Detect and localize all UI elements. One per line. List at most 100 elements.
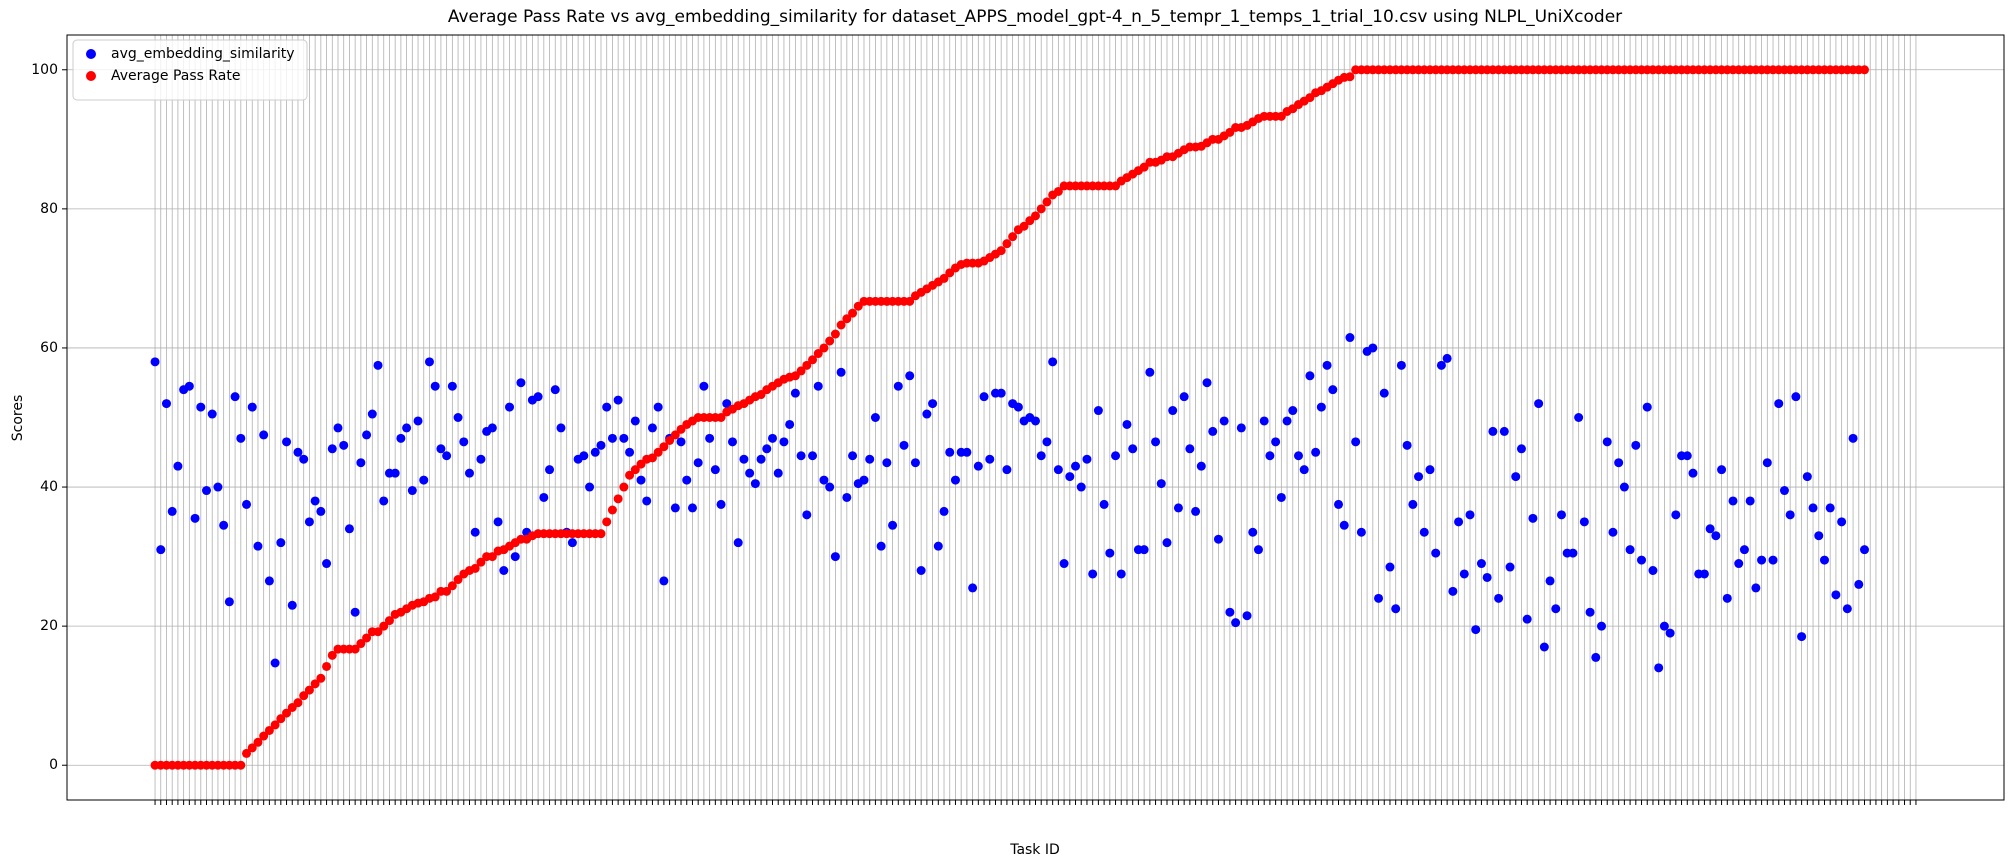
point: [1013, 402, 1023, 412]
point: [607, 433, 617, 443]
point: [819, 475, 829, 485]
point: [499, 566, 509, 575]
point: [442, 451, 452, 461]
point: [996, 388, 1006, 398]
point: [813, 381, 823, 391]
point: [768, 433, 778, 443]
point: [299, 691, 309, 701]
point: [184, 381, 194, 391]
point: [1768, 555, 1778, 565]
point: [242, 499, 252, 509]
point: [1031, 416, 1040, 426]
point: [939, 273, 949, 283]
point: [1574, 413, 1584, 422]
point: [459, 437, 469, 447]
point: [1288, 406, 1298, 416]
point: [808, 355, 818, 365]
point: [424, 357, 434, 367]
point: [1774, 399, 1784, 409]
point: [190, 513, 200, 523]
point: [670, 430, 680, 440]
point: [1442, 353, 1452, 363]
point: [1168, 406, 1178, 416]
point: [253, 737, 263, 747]
point: [436, 444, 446, 454]
legend: avg_embedding_similarity Average Pass Rat…: [72, 39, 308, 101]
point: [642, 496, 652, 506]
point: [1854, 579, 1864, 589]
point: [647, 453, 657, 463]
point: [813, 349, 823, 359]
point: [1093, 406, 1103, 416]
point: [888, 520, 898, 530]
point: [1116, 569, 1126, 579]
point: [796, 366, 806, 376]
point: [670, 503, 680, 513]
point: [1111, 451, 1121, 461]
point: [173, 461, 183, 471]
point: [722, 399, 732, 409]
point: [310, 679, 320, 689]
point: [1476, 559, 1486, 569]
point: [259, 430, 269, 440]
legend-marker: [86, 49, 96, 59]
point: [579, 451, 589, 461]
point: [1494, 593, 1504, 603]
point: [453, 575, 463, 585]
point: [653, 447, 663, 457]
point: [785, 419, 795, 429]
point: [1019, 221, 1029, 231]
y-tick-label: 60: [40, 340, 58, 356]
point: [1642, 402, 1652, 412]
point: [1236, 423, 1246, 433]
point: [1579, 517, 1589, 527]
point: [339, 440, 349, 450]
x-axis-label: Task ID: [1009, 842, 1060, 858]
point: [1179, 392, 1189, 402]
point: [304, 685, 314, 695]
point: [1859, 545, 1869, 555]
point: [1145, 367, 1155, 377]
point: [282, 708, 292, 718]
point: [619, 482, 629, 492]
point: [413, 416, 423, 426]
point: [390, 468, 400, 478]
point: [264, 725, 274, 735]
point: [1819, 555, 1829, 565]
point: [247, 402, 257, 412]
point: [1042, 197, 1052, 207]
point: [1265, 451, 1275, 461]
point: [585, 482, 595, 492]
point: [1396, 360, 1406, 370]
point: [659, 442, 669, 452]
point: [1162, 538, 1172, 548]
point: [447, 381, 457, 391]
point: [1082, 454, 1092, 464]
point: [1036, 451, 1046, 461]
point: [905, 296, 915, 306]
point: [979, 392, 989, 402]
point: [630, 416, 640, 426]
point: [247, 743, 257, 753]
point: [1276, 492, 1286, 502]
point: [282, 437, 292, 447]
point: [1568, 548, 1578, 558]
point: [1385, 562, 1395, 572]
axes-frame: [66, 34, 2005, 801]
point: [207, 409, 217, 419]
point: [1631, 440, 1641, 450]
point: [1316, 402, 1326, 412]
point: [322, 661, 332, 671]
point: [1408, 499, 1418, 509]
point: [379, 496, 389, 506]
point: [293, 698, 303, 708]
point: [1785, 510, 1795, 520]
point: [1471, 625, 1481, 635]
point: [276, 538, 286, 548]
point: [1454, 517, 1464, 527]
point: [1202, 378, 1212, 388]
point: [1591, 652, 1601, 662]
point: [150, 357, 160, 367]
point: [1002, 239, 1012, 249]
point: [762, 444, 772, 454]
